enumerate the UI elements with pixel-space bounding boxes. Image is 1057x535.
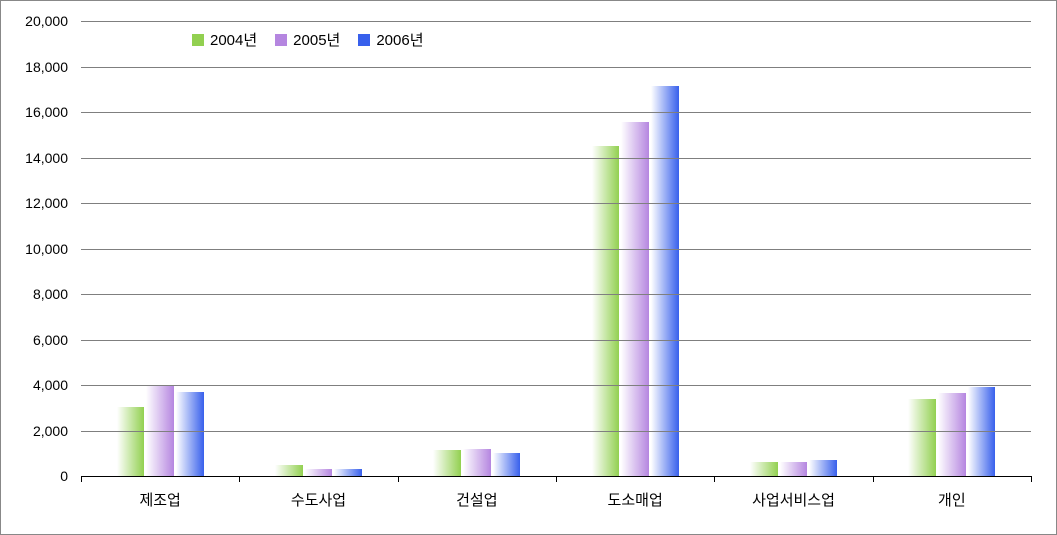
gridline xyxy=(81,158,1031,159)
bar xyxy=(809,460,837,476)
legend-item: 2005년 xyxy=(275,29,340,50)
bar xyxy=(651,86,679,476)
gridline xyxy=(81,294,1031,295)
bar xyxy=(305,469,333,476)
legend-item: 2004년 xyxy=(192,29,257,50)
bar xyxy=(493,453,521,476)
y-tick-label: 18,000 xyxy=(25,59,68,75)
bar xyxy=(463,449,491,476)
gridline xyxy=(81,112,1031,113)
bar xyxy=(621,122,649,476)
x-tick-label: 제조업 xyxy=(139,489,180,510)
bar xyxy=(968,387,996,476)
y-axis: 02,0004,0006,0008,00010,00012,00014,0001… xyxy=(1,21,76,476)
y-tick-label: 8,000 xyxy=(33,286,68,302)
legend-label: 2006년 xyxy=(376,29,423,50)
y-tick-label: 14,000 xyxy=(25,150,68,166)
plot-area xyxy=(81,21,1031,476)
legend: 2004년 2005년 2006년 xyxy=(186,27,430,52)
x-tick-label: 사업서비스업 xyxy=(752,489,835,510)
bar xyxy=(275,465,303,476)
gridline xyxy=(81,249,1031,250)
bar xyxy=(592,146,620,476)
y-tick-label: 0 xyxy=(60,468,68,484)
x-tick xyxy=(1031,476,1032,482)
bar xyxy=(117,407,145,476)
x-tick xyxy=(239,476,240,482)
gridline xyxy=(81,340,1031,341)
legend-swatch xyxy=(358,34,370,46)
x-tick-label: 건설업 xyxy=(456,489,497,510)
y-tick-label: 16,000 xyxy=(25,104,68,120)
y-tick-label: 4,000 xyxy=(33,377,68,393)
legend-label: 2005년 xyxy=(293,29,340,50)
x-tick xyxy=(556,476,557,482)
y-tick-label: 12,000 xyxy=(25,195,68,211)
y-tick-label: 10,000 xyxy=(25,241,68,257)
x-axis: 제조업 수도사업 건설업 도소매업 사업서비스업 개인 xyxy=(81,481,1031,521)
bar xyxy=(908,399,936,476)
x-tick xyxy=(714,476,715,482)
legend-item: 2006년 xyxy=(358,29,423,50)
x-tick-label: 도소매업 xyxy=(608,489,663,510)
y-tick-label: 2,000 xyxy=(33,423,68,439)
legend-swatch xyxy=(275,34,287,46)
x-tick xyxy=(81,476,82,482)
x-tick-label: 개인 xyxy=(938,489,966,510)
gridline xyxy=(81,67,1031,68)
bar xyxy=(176,392,204,476)
gridline xyxy=(81,21,1031,22)
bar xyxy=(433,450,461,476)
legend-swatch xyxy=(192,34,204,46)
gridline xyxy=(81,203,1031,204)
bar xyxy=(780,462,808,476)
y-tick-label: 6,000 xyxy=(33,332,68,348)
gridline xyxy=(81,431,1031,432)
y-tick-label: 20,000 xyxy=(25,13,68,29)
x-tick-label: 수도사업 xyxy=(291,489,346,510)
chart-container: 0 2,000 4,000 6,000 8,000 10,000 12,000 14,000 1… xyxy=(0,0,1057,535)
bar xyxy=(938,393,966,476)
bar xyxy=(750,462,778,476)
legend-label: 2004년 xyxy=(210,29,257,50)
x-tick xyxy=(873,476,874,482)
x-tick xyxy=(398,476,399,482)
gridline xyxy=(81,385,1031,386)
bar xyxy=(334,469,362,476)
